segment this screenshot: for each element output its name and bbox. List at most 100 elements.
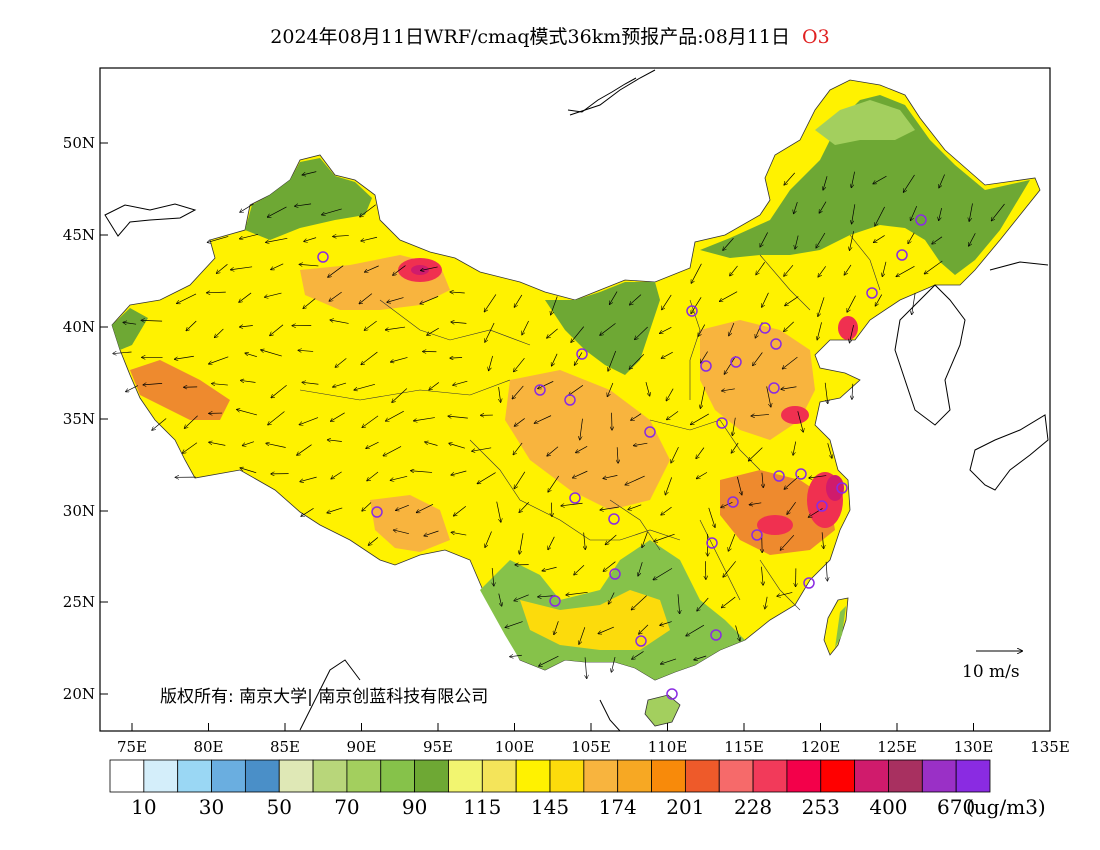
east-coast-peak [826, 475, 844, 501]
wind-arrow [361, 351, 378, 364]
wind-arrow [450, 358, 463, 359]
wind-arrow [534, 415, 552, 424]
wind-arrow [722, 596, 736, 608]
legend-colorbar [109, 759, 991, 793]
map-frame [99, 67, 1051, 732]
wind-arrow [514, 594, 529, 601]
lat-tick-label: 40N [63, 318, 95, 336]
wind-arrow [217, 264, 228, 273]
station-marker [716, 417, 728, 429]
station-marker [635, 635, 647, 647]
wind-arrow [737, 476, 741, 495]
legend-swatch [448, 759, 483, 793]
wind-arrow [245, 353, 257, 357]
station-marker [768, 382, 780, 394]
wind-arrow [498, 593, 502, 606]
wind-arrow [781, 386, 797, 389]
wind-arrow [579, 627, 586, 644]
wind-arrow [328, 265, 344, 277]
wind-arrow [723, 238, 734, 250]
wind-arrow [600, 323, 616, 335]
station-marker [706, 537, 718, 549]
russia-lake-outline [567, 77, 637, 113]
wind-arrow [240, 468, 257, 474]
lat-tick-label: 25N [63, 593, 95, 611]
wind-arrow [761, 566, 763, 585]
korea-outline [894, 284, 966, 426]
station-marker [836, 482, 848, 494]
wind-arrow [514, 471, 526, 489]
legend-swatch [955, 759, 991, 793]
indochina-outline [599, 699, 621, 731]
lon-tick-label: 100E [495, 738, 535, 756]
legend-units: (ug/m3) [966, 795, 1046, 819]
wind-arrow [603, 561, 616, 572]
wind-arrow [429, 382, 440, 389]
wind-arrow [908, 232, 915, 244]
wind-arrow [574, 564, 585, 575]
wind-arrow [749, 503, 762, 505]
wind-arrow [598, 626, 614, 634]
wind-arrow [383, 446, 402, 455]
legend-swatch [278, 759, 314, 793]
wind-arrow [762, 292, 769, 307]
wind-arrow [874, 235, 885, 242]
map-field [104, 69, 1049, 731]
wind-arrow [421, 266, 438, 271]
legend-swatch [651, 759, 686, 793]
station-marker [686, 305, 698, 317]
wind-arrow [571, 326, 585, 343]
longitude-axis: 75E 80E 85E 90E 95E 100E 105E 110E 115E 120E 125E 1… [117, 723, 1070, 756]
station-marker [534, 384, 546, 396]
wind-arrow [240, 326, 253, 327]
wind-arrow [396, 504, 409, 510]
wind-arrow [177, 293, 197, 303]
legend-swatch [414, 759, 449, 793]
wind-arrow [653, 568, 673, 579]
wind-arrow [362, 415, 379, 428]
wind-arrow [365, 265, 379, 272]
wind-arrow [824, 382, 828, 404]
wind-arrow [241, 380, 256, 382]
xinjiang-north-green [245, 158, 372, 240]
legend-label: 400 [869, 795, 908, 819]
yangtze-orange [720, 470, 835, 555]
central-orange [505, 370, 670, 510]
wind-arrow [242, 441, 255, 446]
wind-arrow [701, 351, 708, 363]
wind-arrow [547, 328, 558, 338]
wind-arrow [519, 502, 530, 512]
wind-arrow [816, 232, 826, 248]
wind-arrow [519, 533, 524, 554]
wind-arrow [240, 203, 254, 212]
wind-arrow [265, 292, 282, 297]
legend-label: 90 [401, 795, 428, 819]
wind-arrow [667, 411, 679, 419]
wind-arrow [608, 592, 615, 604]
wind-arrow [175, 355, 194, 359]
wind-arrow [686, 624, 705, 636]
legend-swatch [109, 759, 145, 793]
wind-arrow [477, 472, 496, 484]
legend-swatch [515, 759, 551, 793]
wind-arrow [691, 413, 710, 425]
wind-arrow [678, 594, 680, 613]
wind-arrow [566, 591, 588, 595]
wind-arrow [424, 530, 439, 536]
wind-arrow [391, 357, 408, 362]
wind-arrow [873, 175, 887, 183]
wind-arrow [694, 655, 707, 660]
wind-arrow [547, 446, 559, 456]
wind-arrow [660, 326, 672, 333]
lon-tick-label: 75E [117, 738, 147, 756]
wind-arrow [207, 292, 226, 293]
wind-arrow [660, 621, 672, 626]
wind-arrow [819, 201, 827, 213]
wind-arrow [784, 172, 796, 185]
wind-arrow [186, 320, 197, 331]
wind-arrow [932, 236, 943, 244]
wind-arrow [852, 204, 856, 223]
wind-arrow [298, 350, 314, 351]
lat-tick-label: 35N [63, 410, 95, 428]
wind-arrow [735, 625, 740, 641]
